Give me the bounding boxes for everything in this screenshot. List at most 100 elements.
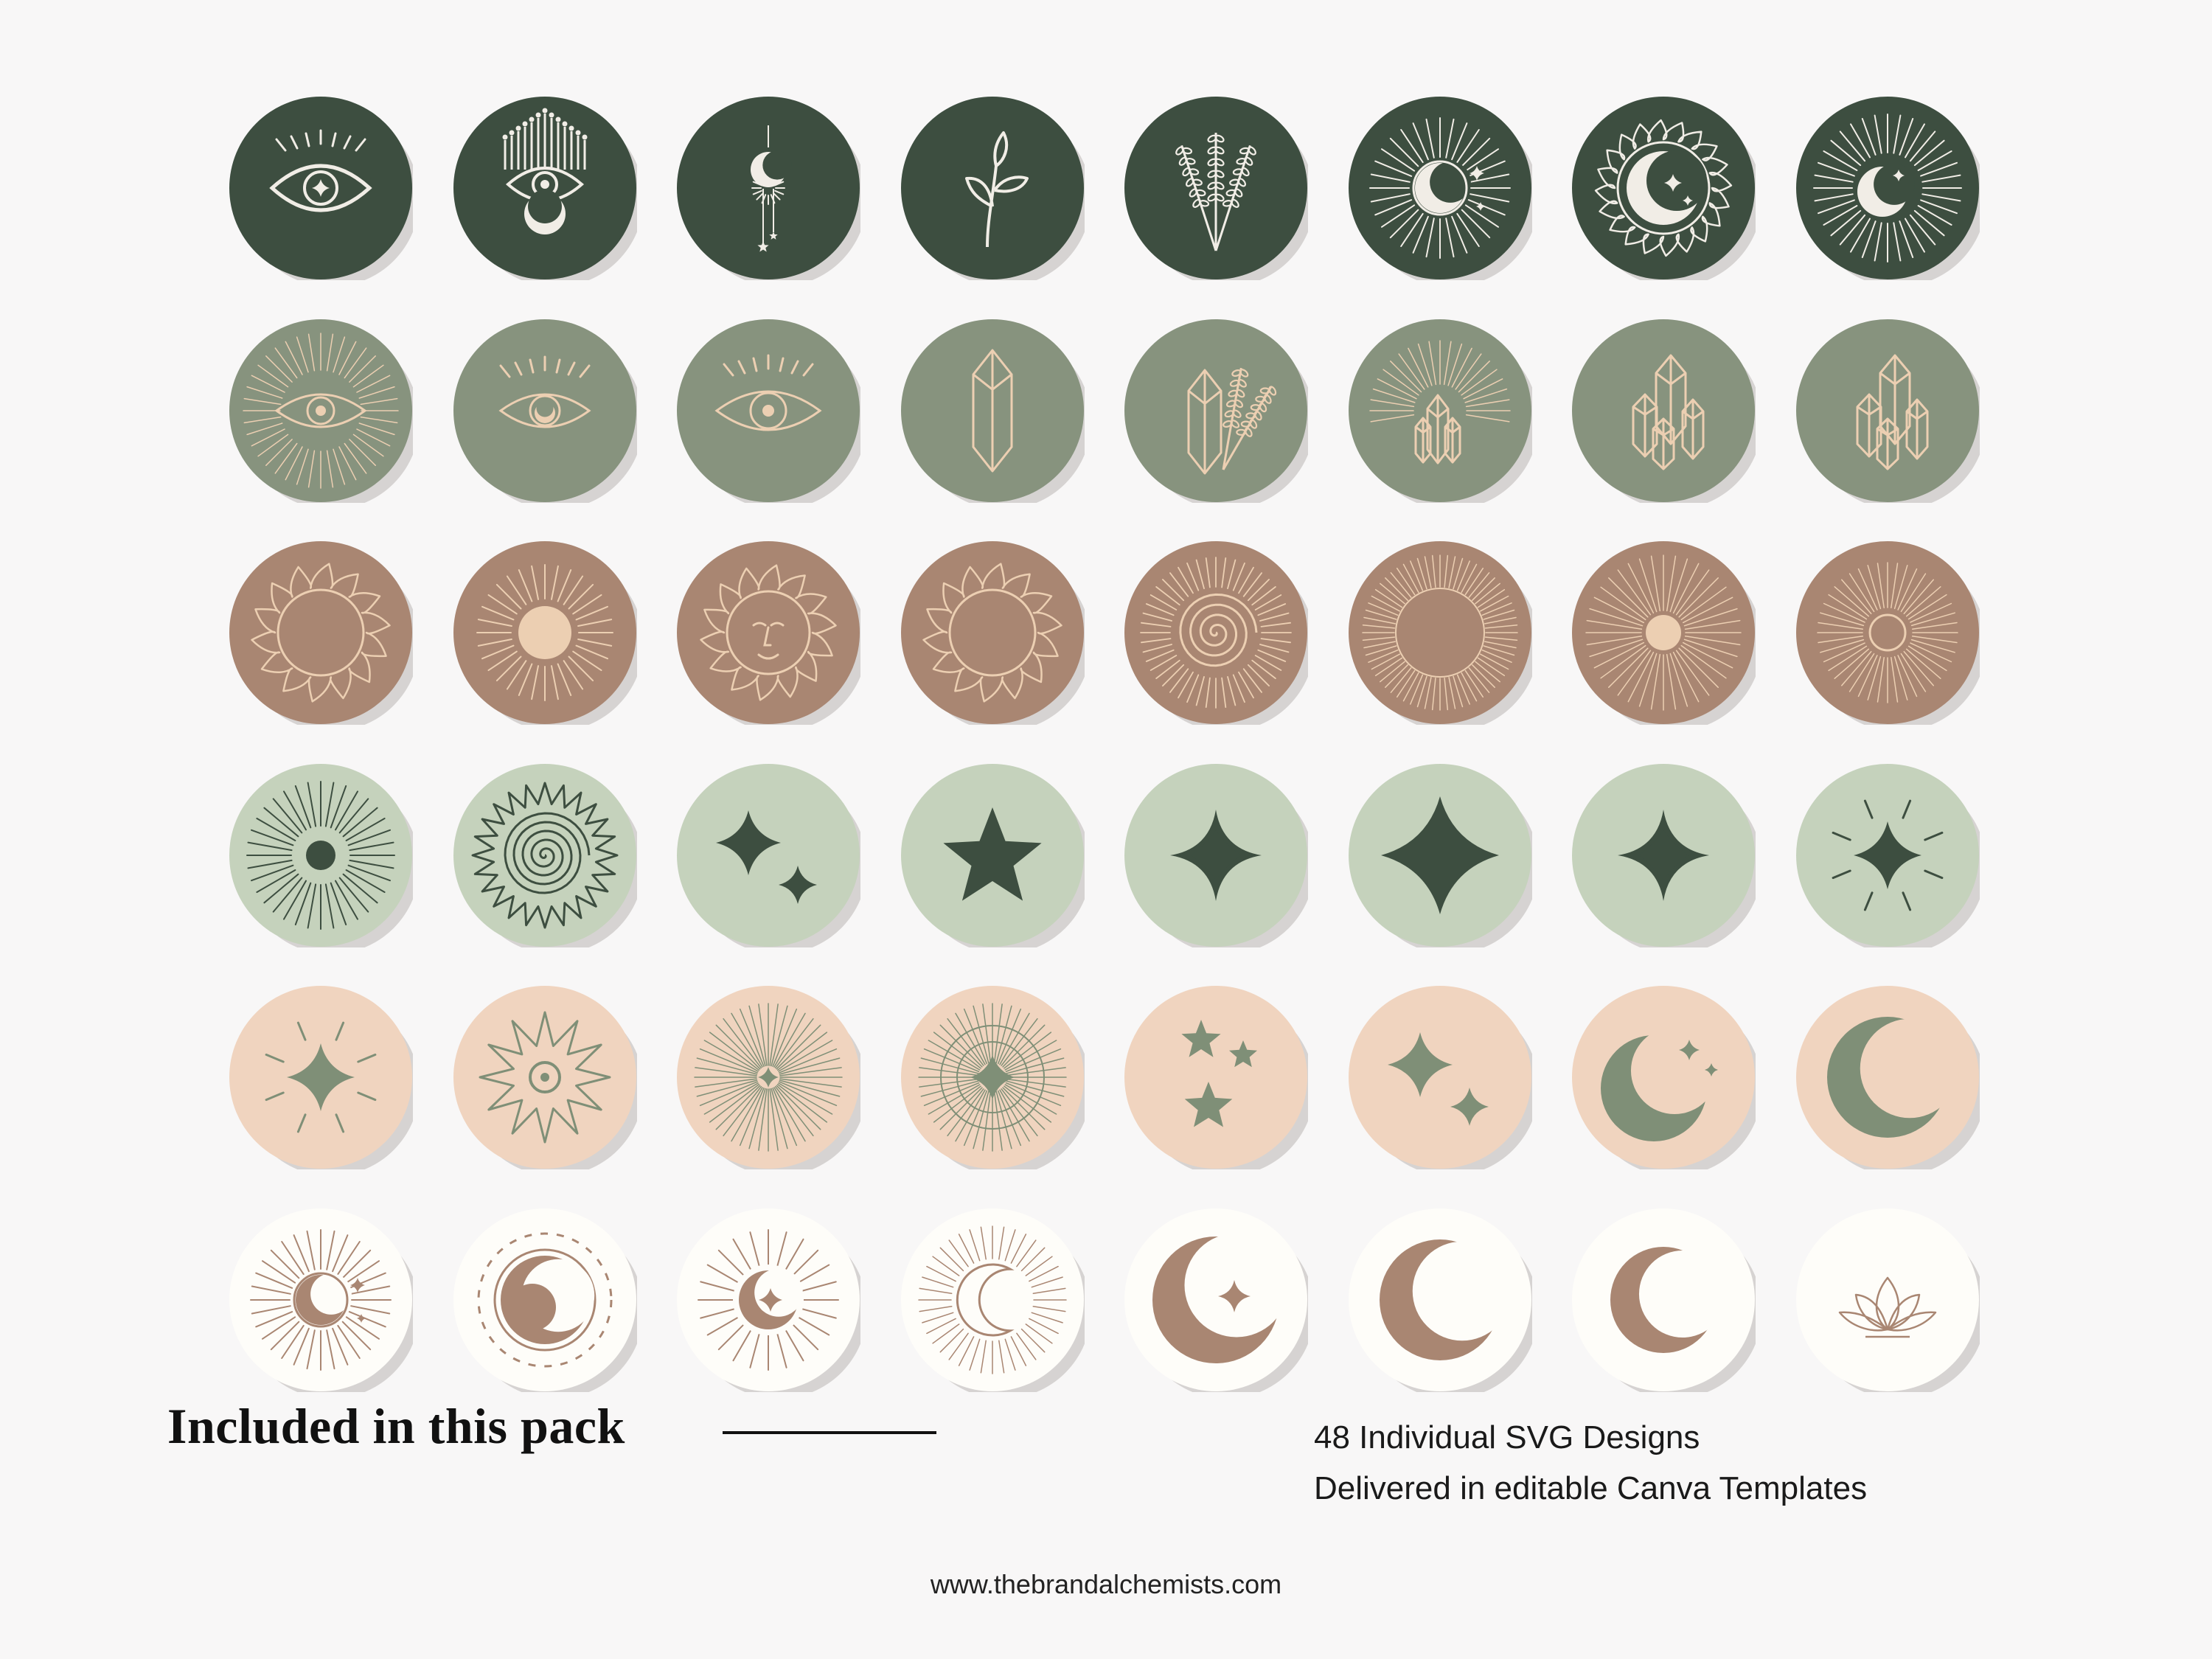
moon-icon [1348,1208,1532,1392]
twin-sparkle-icon [1348,986,1532,1169]
moon-burst-icon [229,1208,413,1392]
highlight-cover [676,1208,860,1392]
highlight-cover [900,1208,1085,1392]
highlight-cover [453,1208,637,1392]
eye-icon [677,319,860,503]
highlight-cover [1795,763,1980,947]
pack-heading: Included in this pack [167,1398,625,1454]
flame-sun-icon [229,541,413,725]
sun-icon [453,541,637,725]
spiral-star-sun-icon [453,763,637,947]
highlight-cover [1348,540,1532,725]
thin-moon-icon [1572,1208,1756,1392]
highlight-cover [1124,763,1308,947]
highlight-cover [453,540,637,725]
highlight-cover [453,319,637,503]
highlight-cover [229,96,413,280]
highlight-cover [1571,96,1756,280]
highlight-cover [900,763,1085,947]
sun-face-icon [677,541,860,725]
highlight-cover [1348,763,1532,947]
eye-sparkle-icon [229,97,413,280]
eye-moon-icon [453,319,637,503]
sparkle-large-icon [1348,763,1532,947]
heading-rule [723,1431,936,1434]
highlight-cover [1124,319,1308,503]
tiny-star-burst-icon [677,986,860,1169]
star-burst-icon [453,986,637,1169]
highlight-cover [1571,763,1756,947]
icon-grid [229,96,1980,1392]
highlight-cover [1795,96,1980,280]
flame-sun-icon [900,541,1085,725]
highlight-cover [1571,985,1756,1169]
dot-burst-icon [229,763,413,947]
sparkle-icon [1572,763,1756,947]
moon-sparkles-icon [1572,986,1756,1169]
botanical-sprig-icon [900,97,1085,280]
highlight-cover [1124,96,1308,280]
highlight-cover [229,985,413,1169]
moon-icon [1795,986,1980,1169]
crescent-burst-icon [1795,97,1980,280]
highlight-cover [676,985,860,1169]
highlight-cover [900,96,1085,280]
evil-eye-crown-icon [453,97,637,280]
moon-star-burst-icon [677,1208,860,1392]
sparkle-rays-icon [1795,763,1980,947]
compass-icon [900,986,1085,1169]
highlight-cover [1348,985,1532,1169]
highlight-cover [900,540,1085,725]
dotted-moon-icon [453,1208,637,1392]
crystal-lavender-icon [1124,319,1308,503]
highlight-cover [900,985,1085,1169]
moon-burst-icon [1348,97,1532,280]
sun-rays-icon [1572,541,1756,725]
highlight-cover [676,540,860,725]
highlight-cover [1124,540,1308,725]
spiral-sun-icon [1124,541,1308,725]
highlight-cover [676,319,860,503]
highlight-cover [1348,1208,1532,1392]
highlight-cover [229,1208,413,1392]
highlight-cover [900,319,1085,503]
highlight-cover [1795,985,1980,1169]
moon-line-icon [900,1208,1085,1392]
highlight-cover [1571,1208,1756,1392]
highlight-cover [676,96,860,280]
moon-star-icon [1124,1208,1308,1392]
eye-burst-icon [229,319,413,503]
crystal-cluster-icon [1795,319,1980,503]
highlight-cover [676,763,860,947]
canva-templates-text: Delivered in editable Canva Templates [1314,1470,1868,1506]
star-icon [900,763,1085,947]
crystal-burst-icon [1348,319,1532,503]
highlight-cover [1348,96,1532,280]
svg-count-text: 48 Individual SVG Designs [1314,1419,1700,1455]
highlight-cover [1571,319,1756,503]
lavender-icon [1124,97,1308,280]
highlight-cover [1348,319,1532,503]
hanging-moon-icon [677,97,860,280]
twin-sparkle-icon [677,763,860,947]
highlight-cover [229,319,413,503]
sunburst-small-icon [1795,541,1980,725]
sunburst-icon [1348,541,1532,725]
highlight-cover [1795,1208,1980,1392]
sparkle-rays-icon [229,986,413,1169]
highlight-cover [1124,1208,1308,1392]
crystal-icon [900,319,1085,503]
highlight-cover [1571,540,1756,725]
highlight-cover [453,763,637,947]
highlight-cover [229,763,413,947]
website-url: www.thebrandalchemists.com [930,1569,1282,1599]
highlight-cover [453,985,637,1169]
sparkle-icon [1124,763,1308,947]
highlight-cover [1124,985,1308,1169]
highlight-cover [229,540,413,725]
highlight-cover [453,96,637,280]
sun-moon-icon [1572,97,1756,280]
highlight-cover [1795,319,1980,503]
stars-trio-icon [1124,986,1308,1169]
crystal-cluster-icon [1572,319,1756,503]
